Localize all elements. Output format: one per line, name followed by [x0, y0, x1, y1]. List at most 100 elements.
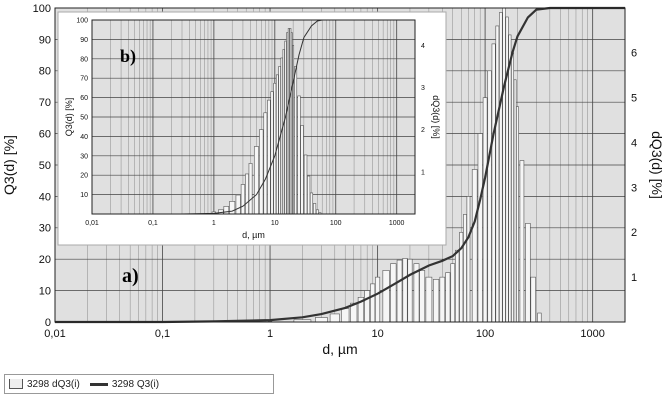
- a-xtick: 10: [371, 328, 383, 340]
- a-bar: [537, 312, 542, 323]
- a-ytick-left: 50: [39, 160, 51, 172]
- b-bar: [229, 201, 236, 215]
- b-bar: [273, 82, 277, 215]
- panel-b-inset: 10 20 30 40 50 60 70 80 90 100 1 2 3 4 0,01 0,1 1 10 100 10…: [57, 11, 447, 246]
- b-ytick-left: 40: [80, 134, 88, 141]
- a-bar: [511, 52, 514, 323]
- b-bar: [315, 209, 319, 215]
- a-bar: [519, 160, 525, 323]
- b-ytick-left: 30: [80, 153, 88, 160]
- a-ytick-left: 0: [45, 317, 51, 329]
- a-bar: [508, 34, 512, 323]
- a-bar: [525, 223, 531, 323]
- a-ylabel-left: Q3(d) [%]: [1, 135, 17, 195]
- b-ytick-left: 10: [80, 192, 88, 199]
- a-bar: [364, 290, 370, 323]
- a-ytick-left: 10: [39, 285, 51, 297]
- b-bar: [289, 28, 292, 215]
- a-ytick-right: 5: [631, 93, 637, 105]
- a-ytick-right: 4: [631, 137, 637, 149]
- b-bar: [263, 112, 268, 215]
- legend-item-q3: 3298 Q3(i): [89, 378, 160, 390]
- b-bar: [245, 173, 249, 215]
- a-ytick-left: 70: [39, 97, 51, 109]
- a-bar: [425, 276, 433, 323]
- b-xtick: 1: [212, 220, 216, 227]
- a-bar: [482, 97, 488, 323]
- b-ytick-left: 100: [76, 17, 88, 24]
- a-bar: [419, 270, 426, 323]
- b-xtick: 1000: [389, 220, 405, 227]
- b-xtick: 0,1: [148, 220, 158, 227]
- a-bar: [495, 25, 500, 323]
- a-cumulative-line: [55, 6, 625, 324]
- b-bar: [253, 146, 259, 215]
- a-bar: [315, 317, 328, 323]
- b-bar: [300, 125, 304, 215]
- a-bar: [502, 7, 506, 323]
- b-panel-label: b): [120, 46, 136, 67]
- a-bar: [329, 313, 340, 323]
- b-ytick-left: 80: [80, 56, 88, 63]
- legend-label-q3: 3298 Q3(i): [111, 378, 160, 390]
- a-bar: [513, 79, 517, 323]
- a-xtick: 0,1: [155, 328, 170, 340]
- b-ytick-right: 4: [421, 43, 425, 50]
- a-bar: [463, 214, 467, 323]
- a-bar: [341, 308, 350, 323]
- b-ytick-right: 2: [421, 127, 425, 134]
- b-horizontal-grid: [92, 19, 415, 195]
- a-xtick: 1: [267, 328, 273, 340]
- b-bar: [307, 175, 311, 215]
- a-ytick-left: 90: [39, 34, 51, 46]
- a-ylabel-right: dQ3(d) [%]: [649, 131, 665, 199]
- a-bar: [466, 196, 471, 323]
- a-bar: [407, 258, 413, 323]
- a-ytick-left: 60: [39, 128, 51, 140]
- b-frame: [91, 19, 416, 215]
- b-bars: [211, 28, 322, 215]
- a-xtick: 0,01: [44, 328, 65, 340]
- b-bar: [290, 32, 293, 215]
- a-bar: [516, 106, 519, 323]
- a-bar: [450, 263, 456, 323]
- b-bar: [223, 206, 230, 215]
- a-frame: [54, 7, 626, 323]
- b-bar: [267, 99, 271, 215]
- a-bar: [477, 133, 483, 323]
- a-bar: [375, 276, 381, 323]
- a-bar: [455, 249, 460, 323]
- b-bar: [282, 49, 285, 215]
- b-bar: [259, 129, 264, 215]
- b-xtick: 0,01: [85, 220, 99, 227]
- a-ytick-left: 80: [39, 66, 51, 78]
- b-ytick-left: 20: [80, 173, 88, 180]
- a-xtick: 100: [476, 328, 494, 340]
- b-ytick-right: 1: [421, 169, 425, 176]
- a-ytick-left: 20: [39, 254, 51, 266]
- b-bar: [240, 184, 246, 215]
- a-bar: [439, 276, 446, 323]
- a-xlabel: d, µm: [322, 341, 357, 357]
- b-ytick-left: 50: [80, 114, 88, 121]
- a-bar: [471, 169, 478, 323]
- b-bar: [313, 203, 317, 215]
- a-panel-label: a): [122, 265, 139, 287]
- a-bar: [445, 272, 451, 323]
- a-bar: [370, 283, 376, 323]
- a-ytick-right: 6: [631, 48, 637, 60]
- a-bar: [530, 276, 536, 323]
- a-ytick-right: 3: [631, 182, 637, 194]
- b-xlabel: d, µm: [242, 230, 265, 240]
- b-bar: [297, 95, 301, 215]
- b-cumulative-line: [92, 19, 415, 215]
- b-ylabel-left: Q3(d) [%]: [64, 98, 74, 137]
- a-ytick-left: 40: [39, 191, 51, 203]
- a-bar: [487, 70, 492, 323]
- b-bar: [309, 192, 314, 215]
- a-bar: [491, 43, 496, 323]
- a-bar: [505, 16, 509, 323]
- a-ytick-right: 1: [631, 272, 637, 284]
- bar-swatch-icon: [9, 379, 23, 389]
